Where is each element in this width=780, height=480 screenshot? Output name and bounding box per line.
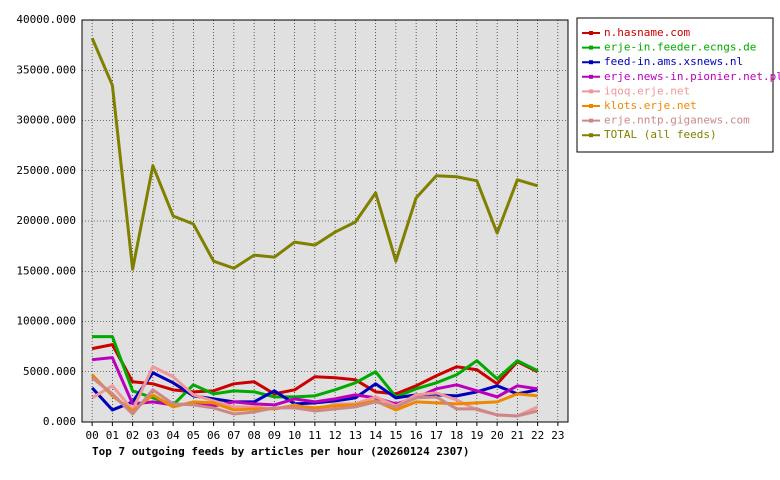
legend-marker	[589, 104, 593, 108]
y-tick-label: 15000.000	[16, 264, 76, 277]
x-tick-label: 22	[531, 429, 544, 442]
legend-label: feed-in.ams.xsnews.nl	[604, 55, 743, 68]
legend-label: n.hasname.com	[604, 26, 690, 39]
legend-label: iqoq.erje.net	[604, 84, 690, 97]
x-tick-label: 15	[389, 429, 402, 442]
legend-marker	[589, 133, 593, 138]
legend-marker	[589, 31, 593, 35]
x-tick-label: 14	[369, 429, 383, 442]
chart-title: Top 7 outgoing feeds by articles per hou…	[92, 445, 470, 458]
x-tick-label: 01	[106, 429, 119, 442]
x-tick-label: 16	[410, 429, 423, 442]
legend-box	[576, 17, 774, 153]
y-tick-label: 40000.000	[16, 13, 76, 26]
x-tick-label: 11	[308, 429, 321, 442]
y-tick-label: 35000.000	[16, 63, 76, 76]
legend-label: erje.news-in.pionier.net.pl	[604, 70, 780, 83]
x-tick-label: 23	[551, 429, 564, 442]
legend-label: erje.nntp.giganews.com	[604, 114, 750, 127]
x-tick-label: 13	[349, 429, 362, 442]
x-tick-label: 18	[450, 429, 463, 442]
y-tick-label: 20000.000	[16, 214, 76, 227]
x-tick-label: 09	[268, 429, 281, 442]
x-tick-label: 07	[227, 429, 240, 442]
series-line	[91, 343, 539, 396]
x-tick-label: 20	[491, 429, 504, 442]
legend-marker	[589, 45, 593, 50]
legend-marker	[589, 118, 593, 123]
x-tick-label: 17	[430, 429, 443, 442]
series-line	[90, 37, 539, 271]
y-tick-label: 30000.000	[16, 114, 76, 127]
series-line	[91, 376, 538, 418]
x-tick-label: 04	[167, 429, 181, 442]
x-tick-label: 21	[511, 429, 524, 442]
x-tick-label: 00	[86, 429, 99, 442]
legend-marker	[589, 89, 593, 94]
y-tick-label: 10000.000	[16, 315, 76, 328]
x-tick-label: 06	[207, 429, 220, 442]
legend-marker	[589, 74, 593, 79]
x-tick-label: 19	[470, 429, 483, 442]
y-tick-label: 5000.000	[23, 365, 76, 378]
x-tick-label: 08	[248, 429, 261, 442]
x-tick-label: 05	[187, 429, 200, 442]
legend-label: erje-in.feeder.ecngs.de	[604, 41, 756, 54]
legend-label: TOTAL (all feeds)	[604, 128, 717, 141]
legend-label: klots.erje.net	[604, 99, 697, 112]
x-tick-label: 10	[288, 429, 301, 442]
legend-marker	[589, 60, 593, 65]
plot-border	[81, 19, 569, 423]
x-tick-label: 03	[146, 429, 159, 442]
x-tick-label: 02	[126, 429, 139, 442]
y-tick-label: 0.000	[43, 415, 76, 428]
y-tick-label: 25000.000	[16, 164, 76, 177]
x-tick-label: 12	[329, 429, 342, 442]
series-line	[91, 373, 538, 413]
